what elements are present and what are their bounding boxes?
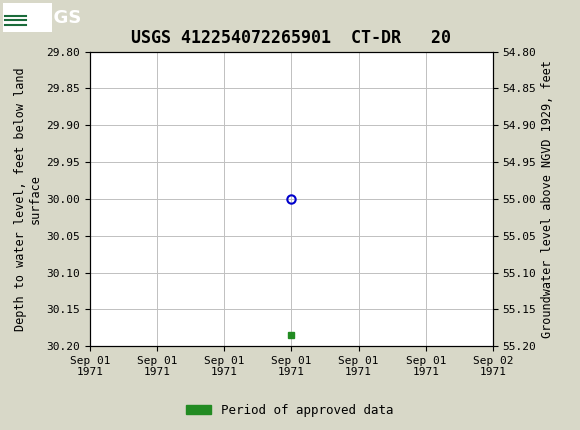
Title: USGS 412254072265901  CT-DR   20: USGS 412254072265901 CT-DR 20 (132, 29, 451, 47)
Bar (3, 3, 52, 32)
Text: USGS: USGS (26, 9, 81, 27)
Y-axis label: Depth to water level, feet below land
surface: Depth to water level, feet below land su… (14, 67, 42, 331)
Y-axis label: Groundwater level above NGVD 1929, feet: Groundwater level above NGVD 1929, feet (541, 60, 554, 338)
Legend: Period of approved data: Period of approved data (181, 399, 399, 421)
